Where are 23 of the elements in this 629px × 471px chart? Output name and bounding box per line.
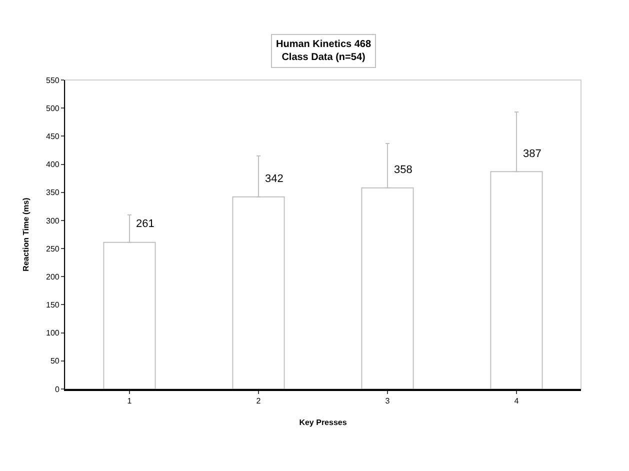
y-tick-label: 550 — [46, 76, 60, 85]
y-tick-label: 0 — [54, 384, 60, 394]
x-tick-label: 4 — [514, 396, 520, 406]
data-label: 358 — [394, 164, 412, 176]
y-tick-label: 350 — [46, 188, 60, 198]
y-tick-label: 150 — [46, 300, 60, 310]
y-tick-label: 250 — [46, 244, 60, 254]
data-label: 342 — [265, 173, 284, 185]
y-axis-title: Reaction Time (ms) — [22, 197, 31, 272]
y-tick-label: 200 — [46, 272, 60, 282]
x-tick-label: 2 — [256, 396, 262, 406]
y-tick-label: 450 — [46, 132, 60, 141]
y-tick-label: 300 — [46, 216, 60, 226]
data-label: 387 — [523, 148, 542, 160]
chart-title: Human Kinetics 468 Class Data (n=54) — [276, 39, 372, 63]
y-tick-label: 50 — [50, 356, 60, 366]
x-tick-label: 1 — [127, 396, 132, 406]
y-tick-label: 500 — [46, 104, 60, 113]
data-label: 261 — [136, 218, 154, 230]
y-tick-label: 100 — [46, 328, 60, 338]
x-axis-title: Key Presses — [299, 418, 348, 427]
y-tick-label: 400 — [46, 160, 60, 170]
x-tick-label: 3 — [385, 396, 390, 406]
